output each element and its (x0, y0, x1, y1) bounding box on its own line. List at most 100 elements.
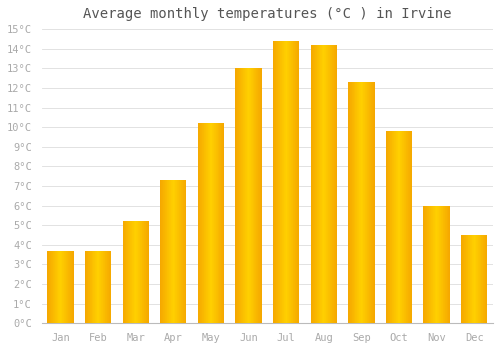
Bar (62, 251, 63, 323)
Bar (392, 131, 393, 323)
Bar (428, 205, 430, 323)
Bar (364, 82, 366, 323)
Bar (463, 235, 464, 323)
Bar (176, 180, 178, 323)
Bar (424, 205, 425, 323)
Bar (389, 131, 390, 323)
Bar (182, 180, 183, 323)
Bar (123, 221, 124, 323)
Bar (358, 82, 359, 323)
Bar (315, 45, 316, 323)
Bar (214, 123, 215, 323)
Bar (482, 235, 483, 323)
Bar (147, 221, 148, 323)
Bar (215, 123, 216, 323)
Bar (125, 221, 126, 323)
Bar (472, 235, 473, 323)
Bar (351, 82, 352, 323)
Bar (274, 41, 275, 323)
Bar (67, 251, 68, 323)
Bar (442, 205, 443, 323)
Bar (355, 82, 356, 323)
Bar (170, 180, 172, 323)
Bar (131, 221, 132, 323)
Bar (168, 180, 170, 323)
Bar (55, 251, 56, 323)
Bar (106, 251, 108, 323)
Bar (449, 205, 450, 323)
Bar (223, 123, 224, 323)
Bar (110, 251, 112, 323)
Bar (333, 45, 334, 323)
Bar (477, 235, 478, 323)
Bar (330, 45, 331, 323)
Bar (443, 205, 444, 323)
Bar (217, 123, 218, 323)
Bar (426, 205, 427, 323)
Bar (244, 68, 246, 323)
Bar (440, 205, 441, 323)
Bar (57, 251, 58, 323)
Bar (211, 123, 212, 323)
Bar (484, 235, 485, 323)
Bar (72, 251, 73, 323)
Bar (202, 123, 203, 323)
Bar (331, 45, 332, 323)
Bar (286, 41, 287, 323)
Bar (287, 41, 288, 323)
Bar (352, 82, 353, 323)
Bar (258, 68, 259, 323)
Bar (60, 251, 61, 323)
Bar (254, 68, 255, 323)
Bar (407, 131, 408, 323)
Bar (282, 41, 283, 323)
Bar (178, 180, 179, 323)
Bar (253, 68, 254, 323)
Bar (166, 180, 168, 323)
Bar (298, 41, 300, 323)
Bar (323, 45, 324, 323)
Bar (294, 41, 296, 323)
Bar (278, 41, 279, 323)
Bar (395, 131, 396, 323)
Bar (124, 221, 125, 323)
Bar (59, 251, 60, 323)
Bar (397, 131, 398, 323)
Bar (94, 251, 95, 323)
Bar (144, 221, 145, 323)
Bar (279, 41, 280, 323)
Bar (52, 251, 53, 323)
Bar (461, 235, 462, 323)
Bar (218, 123, 219, 323)
Bar (137, 221, 138, 323)
Bar (399, 131, 400, 323)
Bar (391, 131, 392, 323)
Bar (133, 221, 134, 323)
Bar (185, 180, 186, 323)
Bar (406, 131, 407, 323)
Bar (290, 41, 291, 323)
Bar (438, 205, 440, 323)
Bar (324, 45, 325, 323)
Bar (386, 131, 387, 323)
Bar (174, 180, 176, 323)
Bar (476, 235, 477, 323)
Bar (325, 45, 326, 323)
Bar (485, 235, 486, 323)
Bar (394, 131, 395, 323)
Bar (475, 235, 476, 323)
Bar (141, 221, 142, 323)
Bar (138, 221, 139, 323)
Bar (469, 235, 470, 323)
Bar (285, 41, 286, 323)
Bar (441, 205, 442, 323)
Bar (179, 180, 180, 323)
Bar (127, 221, 128, 323)
Bar (275, 41, 276, 323)
Bar (408, 131, 409, 323)
Bar (96, 251, 97, 323)
Bar (86, 251, 87, 323)
Bar (329, 45, 330, 323)
Bar (283, 41, 284, 323)
Bar (320, 45, 321, 323)
